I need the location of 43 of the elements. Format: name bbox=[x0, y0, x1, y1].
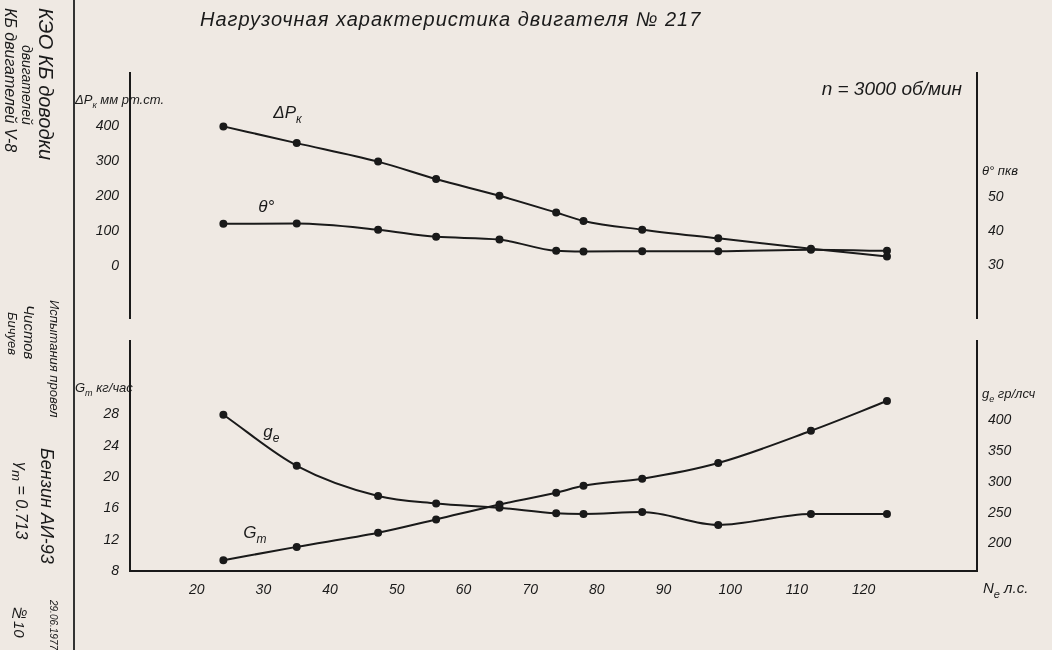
text: Чистов bbox=[21, 305, 38, 360]
x-tick-label: 80 bbox=[589, 581, 605, 598]
y2-tick-label: 40 bbox=[988, 221, 1004, 238]
text: №10 bbox=[11, 604, 28, 638]
chart-title: Нагрузочная характеристика двигателя № 217 bbox=[200, 8, 702, 31]
text: 29.06.1977 bbox=[48, 600, 59, 650]
x-tick-label: 120 bbox=[851, 581, 876, 598]
y2-tick-label: 30 bbox=[988, 256, 1004, 273]
annotation: n = 3000 об/мин bbox=[821, 78, 963, 99]
x-tick-label: 90 bbox=[655, 581, 672, 598]
x-tick-label: 110 bbox=[785, 581, 809, 598]
text: двигателей bbox=[19, 45, 35, 125]
text: Бичуев bbox=[5, 312, 20, 355]
y-tick-label: 20 bbox=[102, 467, 120, 484]
y-tick-label: 24 bbox=[102, 436, 120, 453]
y2-tick-label: 350 bbox=[988, 441, 1012, 458]
y-tick-label: 12 bbox=[103, 530, 120, 547]
x-tick-label: 40 bbox=[322, 581, 339, 598]
x-tick-label: 70 bbox=[522, 581, 539, 598]
text: КЭО КБ доводки bbox=[35, 8, 57, 161]
text: Испытания провел bbox=[47, 300, 62, 418]
y-tick-label: 16 bbox=[103, 499, 120, 516]
x-tick-label: 20 bbox=[187, 581, 205, 598]
text: КБ двигателей V-8 bbox=[2, 8, 19, 153]
y-tick-label: 200 bbox=[94, 187, 120, 204]
x-tick-label: 30 bbox=[255, 581, 272, 598]
y2-tick-label: 300 bbox=[988, 472, 1012, 489]
y-tick-label: 28 bbox=[102, 405, 120, 422]
y2-tick-label: 200 bbox=[987, 534, 1012, 551]
x-tick-label: 60 bbox=[455, 581, 472, 598]
text: Бензин АИ-93 bbox=[37, 448, 57, 564]
series-label: θ° bbox=[258, 196, 275, 216]
y2-tick-label: 400 bbox=[988, 411, 1012, 428]
y-tick-label: 400 bbox=[95, 117, 120, 134]
y2-tick-label: 250 bbox=[987, 503, 1012, 520]
x-tick-label: 50 bbox=[388, 581, 405, 598]
y-tick-label: 100 bbox=[95, 221, 120, 238]
y-tick-label: 300 bbox=[95, 152, 120, 169]
y-tick-label: 0 bbox=[111, 256, 120, 273]
y2-axis-title: θ° пкв bbox=[982, 162, 1019, 178]
x-tick-label: 100 bbox=[718, 581, 743, 598]
y-tick-label: 8 bbox=[111, 562, 120, 579]
y2-tick-label: 50 bbox=[988, 187, 1004, 204]
